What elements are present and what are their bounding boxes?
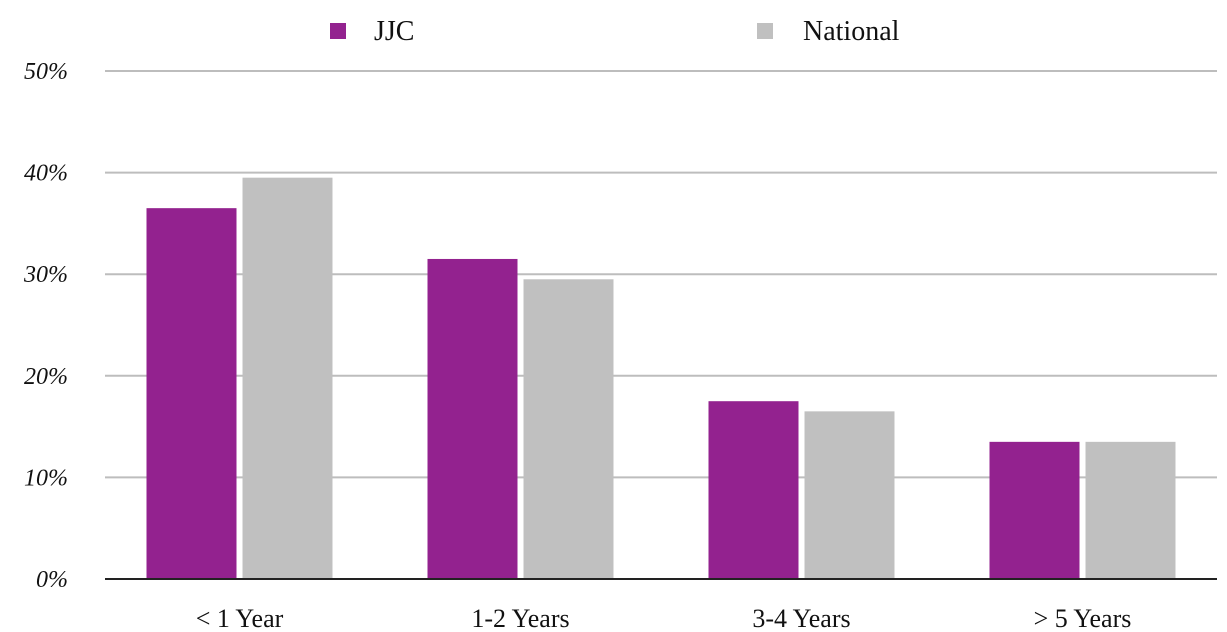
y-tick-label: 20%: [24, 364, 68, 390]
y-tick-label: 0%: [36, 567, 68, 593]
y-tick-label: 30%: [23, 262, 68, 288]
x-tick-label: 1-2 Years: [471, 604, 569, 632]
legend: JJC National: [330, 16, 900, 47]
legend-swatch-jjc: [330, 23, 346, 39]
y-tick-label: 10%: [24, 465, 68, 491]
bar-jjc-1: [428, 259, 518, 579]
y-tick-label: 40%: [24, 161, 68, 187]
legend-label-national: National: [803, 16, 900, 47]
legend-swatch-national: [757, 23, 773, 39]
y-tick-label: 50%: [24, 59, 68, 85]
bar-jjc-2: [709, 401, 799, 579]
bar-national-0: [243, 178, 333, 579]
x-tick-label: < 1 Year: [196, 604, 284, 632]
bars: [147, 178, 1176, 579]
bar-national-1: [524, 279, 614, 579]
bar-national-2: [805, 411, 895, 579]
bar-jjc-3: [990, 442, 1080, 579]
y-axis-ticks: 0% 10% 20% 30% 40% 50%: [23, 59, 68, 593]
bar-jjc-0: [147, 208, 237, 579]
legend-label-jjc: JJC: [374, 16, 414, 47]
x-tick-label: 3-4 Years: [752, 604, 850, 632]
x-axis-ticks: < 1 Year 1-2 Years 3-4 Years > 5 Years: [196, 604, 1132, 632]
bar-national-3: [1086, 442, 1176, 579]
x-tick-label: > 5 Years: [1034, 604, 1132, 632]
